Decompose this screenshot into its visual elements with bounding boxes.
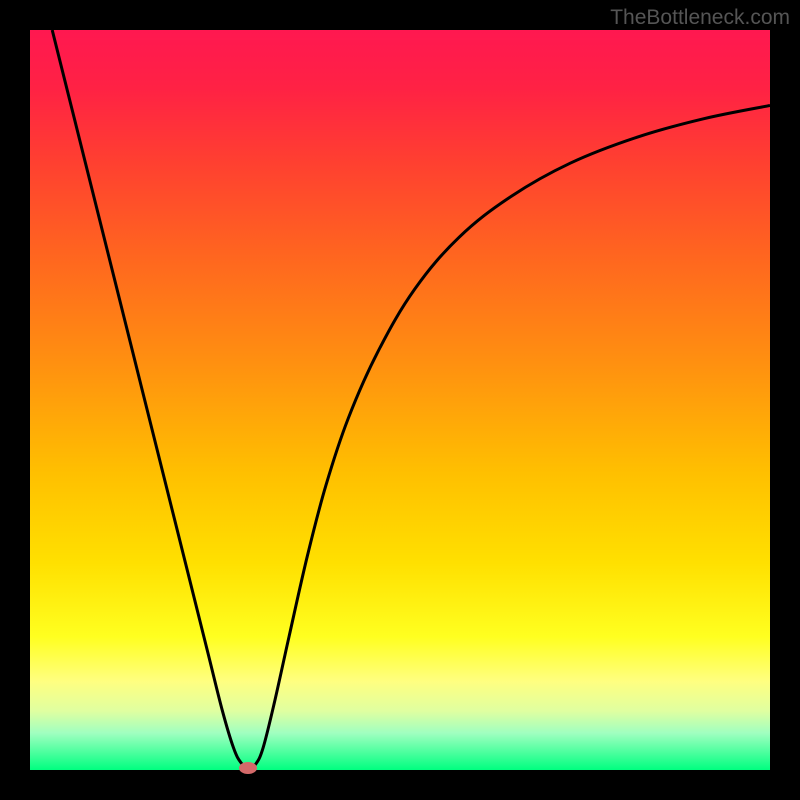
watermark-text: TheBottleneck.com [610, 6, 790, 30]
bottleneck-curve [30, 30, 770, 770]
minimum-marker [239, 762, 257, 774]
plot-area [30, 30, 770, 770]
